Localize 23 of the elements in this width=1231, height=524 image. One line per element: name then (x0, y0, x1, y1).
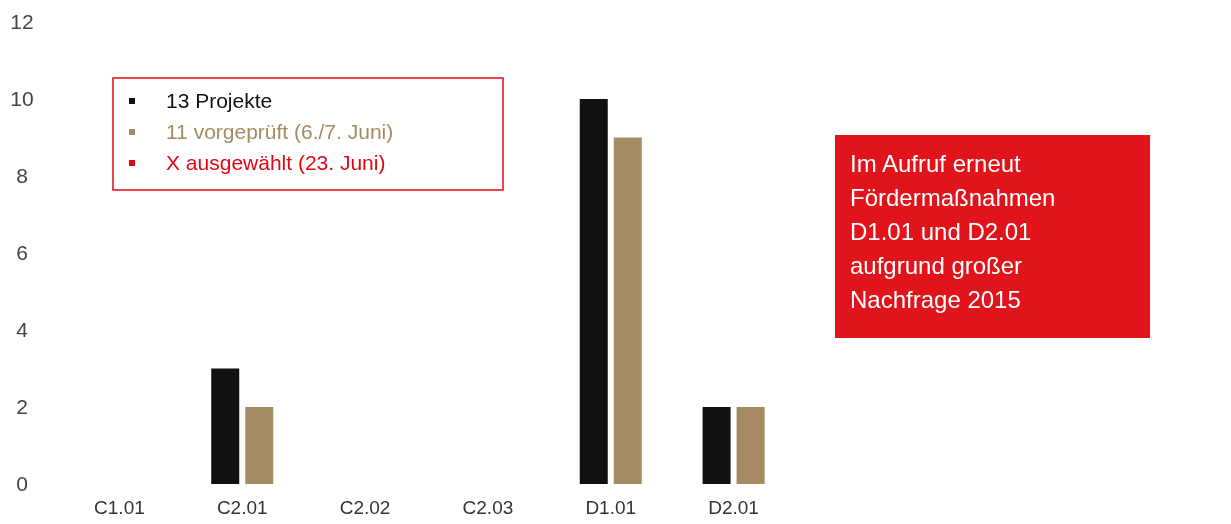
x-tick-label: C1.01 (94, 497, 145, 518)
x-tick-label: D1.01 (585, 497, 637, 518)
y-tick-label: 8 (16, 164, 28, 188)
y-tick-label: 0 (16, 472, 28, 496)
y-tick-label: 10 (10, 87, 34, 111)
bar (245, 407, 274, 484)
y-tick-label: 4 (16, 318, 29, 342)
bar (211, 368, 240, 484)
x-tick-label: C2.03 (462, 497, 514, 518)
bar (702, 407, 731, 484)
bar (613, 137, 642, 484)
text: Im Aufruf erneut Fördermaßnahmen D1.01 und D2.01 aufgrund großer Nachfrage 2015 (850, 150, 1056, 313)
y-tick-label: 6 (16, 241, 28, 265)
x-tick-label: C2.02 (339, 497, 391, 518)
bar (736, 407, 765, 484)
y-tick-label: 12 (10, 10, 34, 34)
legend-label: 13 Projekte (166, 89, 273, 113)
y-tick-label: 2 (16, 395, 28, 419)
x-tick-label: C2.01 (216, 497, 268, 518)
legend-label: X ausgewählt (23. Juni) (166, 151, 386, 175)
x-tick-label: D2.01 (708, 497, 759, 518)
legend-label: 11 vorgeprüft (6./7. Juni) (166, 120, 394, 144)
bar (579, 99, 608, 484)
